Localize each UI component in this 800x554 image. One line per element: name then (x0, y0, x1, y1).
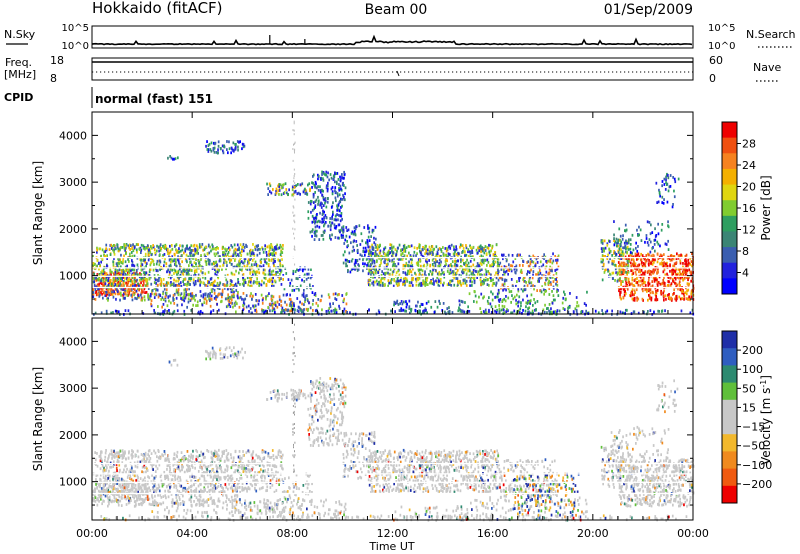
nave-tick-top: 60 (709, 54, 723, 67)
y-tick-label: 1000 (59, 270, 87, 283)
y-tick-label: 1000 (59, 476, 87, 489)
colorbar-tick-label: 20 (742, 181, 756, 194)
colorbar-tick-label: 50 (742, 382, 756, 395)
velocity-y-ticks: 1000 2000 3000 4000 (59, 335, 693, 506)
y-tick-label: 2000 (59, 223, 87, 236)
velocity-panel: 1000 2000 3000 4000 Slant Range [km] (31, 317, 695, 522)
power-y-ticks: 1000 2000 3000 4000 (59, 129, 693, 300)
velocity-colorbar: 200 100 50 15 −15 −50 −100 −200 Velocity [m s-1… (721, 330, 773, 504)
y-tick-label: 4000 (59, 335, 87, 348)
colorbar-tick-label: 4 (742, 267, 749, 280)
beam-title: Beam 00 (365, 2, 428, 18)
time-tick-label: 20:00 (577, 527, 609, 540)
nsky-panel: N.Sky 10^5 10^0 10^5 10^0 N.Search (4, 23, 796, 52)
colorbar-tick-label: 24 (742, 159, 756, 172)
nave-label: Nave (753, 61, 781, 74)
cpid-value: normal (fast) 151 (95, 92, 213, 106)
colorbar-tick-label: 200 (742, 344, 763, 357)
colorbar-tick-label: 16 (742, 202, 756, 215)
nsearch-label: N.Search (746, 28, 796, 41)
time-tick-label: 08:00 (276, 527, 308, 540)
power-ylabel: Slant Range [km] (31, 161, 45, 265)
station-title: Hokkaido (fitACF) (92, 0, 223, 17)
time-tick-label: 04:00 (176, 527, 208, 540)
colorbar-tick-label: 100 (742, 363, 763, 376)
power-heatmap (92, 120, 695, 316)
nsky-trace (91, 34, 693, 46)
colorbar-tick-label: −15 (742, 421, 765, 434)
power-colorbar-label: Power [dB] (759, 175, 773, 240)
velocity-heatmap (92, 323, 695, 522)
freq-tick-bottom: 8 (50, 72, 57, 85)
date-title: 01/Sep/2009 (604, 2, 693, 18)
freq-panel: Freq. [MHz] 18 8 60 0 Nave (4, 54, 781, 85)
colorbar-tick-label: 15 (742, 401, 756, 414)
nsky-right-tick-bottom: 10^0 (708, 41, 735, 52)
colorbar-tick-label: −50 (742, 440, 765, 453)
time-tick-label: 00:00 (677, 527, 709, 540)
y-tick-label: 3000 (59, 382, 87, 395)
time-axis: 00:00 04:00 08:00 12:00 16:00 20:00 00:00 (76, 112, 709, 540)
time-tick-label: 16:00 (477, 527, 509, 540)
colorbar-tick-label: 28 (742, 138, 756, 151)
y-tick-label: 4000 (59, 129, 87, 142)
freq-unit: [MHz] (4, 68, 36, 81)
velocity-colorbar-label: Velocity [m s-1] (759, 375, 773, 465)
freq-tick-top: 18 (50, 54, 64, 67)
velocity-ylabel: Slant Range [km] (31, 367, 45, 471)
power-colorbar: 28 24 20 16 12 8 4 Power [dB] (721, 121, 773, 295)
nsky-label: N.Sky (4, 28, 36, 41)
colorbar-tick-label: 8 (742, 245, 749, 258)
time-tick-label: 00:00 (76, 527, 108, 540)
power-panel: 1000 2000 3000 4000 Slant Range [km] (31, 111, 695, 316)
y-tick-label: 3000 (59, 176, 87, 189)
nsky-tick-bottom: 10^0 (62, 41, 89, 52)
nsky-right-tick-top: 10^5 (708, 23, 735, 34)
time-tick-label: 12:00 (377, 527, 409, 540)
nave-tick-bottom: 0 (709, 72, 716, 85)
time-axis-label: Time UT (368, 540, 414, 553)
freq-label: Freq. (5, 56, 32, 69)
y-tick-label: 2000 (59, 429, 87, 442)
cpid-label: CPID (4, 91, 33, 104)
colorbar-tick-label: 12 (742, 224, 756, 237)
colorbar-tick-label: −200 (742, 478, 772, 491)
cpid-panel: CPID normal (fast) 151 (4, 87, 213, 108)
colorbar-tick-label: −100 (742, 459, 772, 472)
nsky-tick-top: 10^5 (62, 23, 89, 34)
